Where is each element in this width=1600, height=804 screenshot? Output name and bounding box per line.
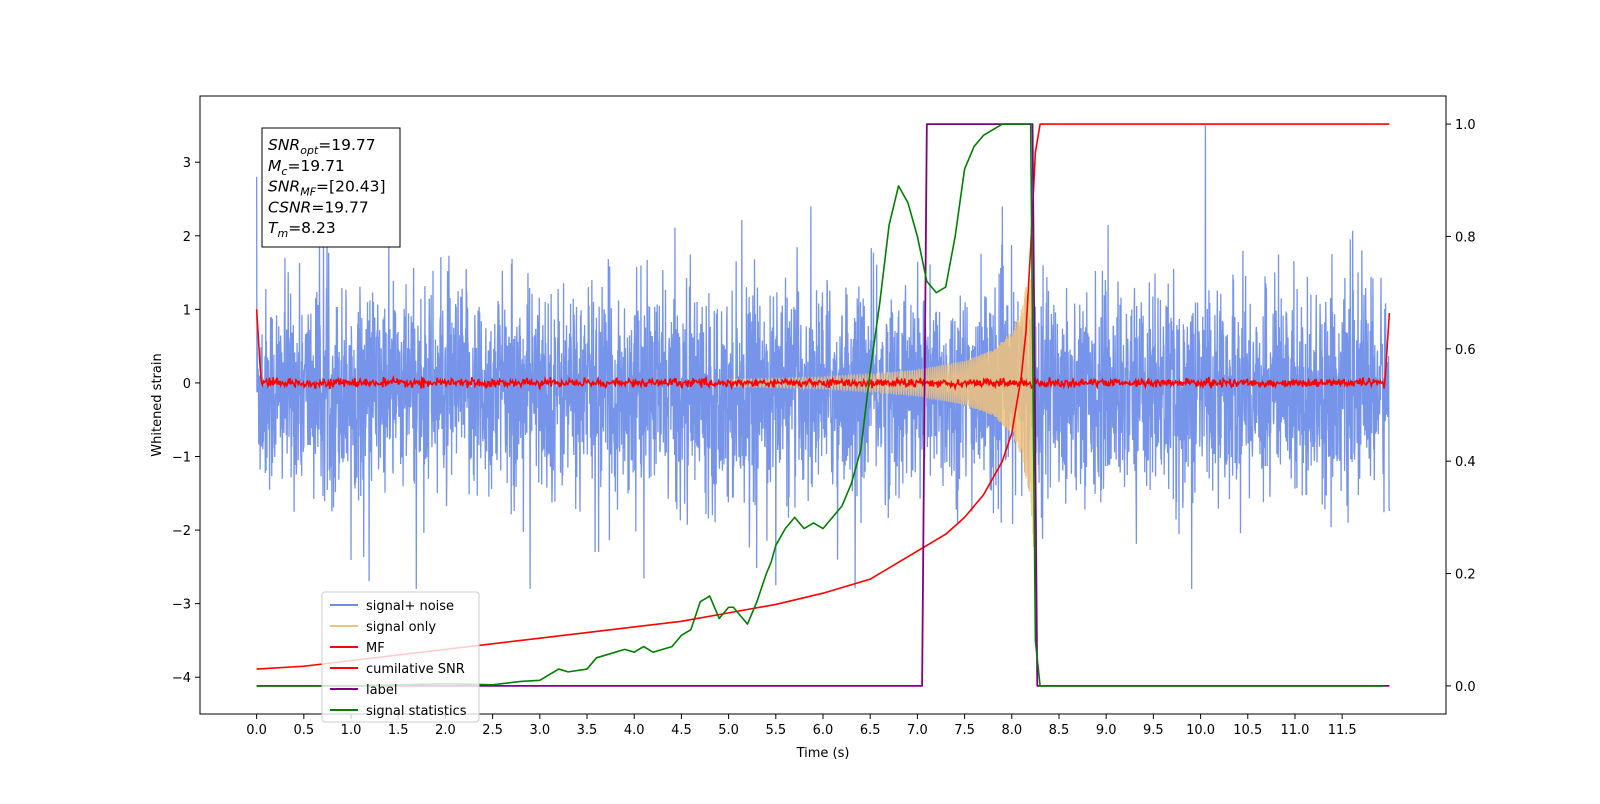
annotation-subscript: m (277, 227, 288, 240)
x-tick-label: 9.5 (1143, 723, 1164, 738)
y-axis-label: Whitened strain (150, 353, 165, 456)
x-tick-label: 10.5 (1233, 723, 1262, 738)
legend-label: signal statistics (366, 704, 467, 719)
y-right-tick-label: 1.0 (1455, 118, 1476, 133)
annotation-frame (261, 127, 401, 248)
y-left-tick-label: −2 (172, 524, 191, 539)
stats-annotation-box: SNRopt=19.77Mc=19.71SNRMF=[20.43]CSNR=19… (261, 127, 401, 248)
x-tick-label: 1.0 (341, 723, 362, 738)
annotation-line: Tm=8.23 (268, 219, 336, 240)
annotation-symbol: CSNR (268, 198, 311, 216)
x-tick-label: 8.0 (1001, 723, 1022, 738)
y-left-tick-label: 3 (183, 156, 191, 171)
x-tick-label: 1.5 (388, 723, 409, 738)
y-axis-right: 1.0 0.8 0.6 0.4 0.2 0.0 (1446, 118, 1476, 695)
y-right-tick-label: 0.2 (1455, 568, 1476, 583)
annotation-subscript: c (281, 165, 287, 178)
x-tick-label: 0.0 (246, 723, 267, 738)
y-left-tick-label: 2 (183, 230, 191, 245)
legend-label: cumilative SNR (366, 662, 465, 677)
x-tick-label: 6.0 (813, 723, 834, 738)
x-tick-label: 4.5 (671, 723, 692, 738)
annotation-subscript: MF (300, 186, 316, 199)
x-tick-label: 10.0 (1186, 723, 1215, 738)
x-tick-label: 7.5 (954, 723, 975, 738)
legend-label: signal+ noise (366, 599, 454, 614)
x-tick-label: 8.5 (1049, 723, 1070, 738)
series-signal-only (728, 235, 1035, 547)
annotation-value: =19.71 (287, 157, 344, 175)
annotation-line: SNRopt=19.77 (268, 136, 376, 157)
x-axis-label: Time (s) (796, 746, 850, 761)
annotation-line: CSNR=19.77 (268, 198, 369, 216)
annotation-value: =8.23 (288, 219, 336, 237)
x-tick-label: 3.0 (529, 723, 550, 738)
y-left-tick-label: 1 (183, 303, 191, 318)
y-left-tick-label: −4 (172, 671, 191, 686)
series-signal-plus-noise (255, 125, 1391, 589)
x-tick-label: 7.0 (907, 723, 928, 738)
x-tick-label: 2.0 (435, 723, 456, 738)
annotation-value: =19.77 (318, 136, 375, 154)
y-left-tick-label: 0 (183, 377, 191, 392)
legend: signal+ noise signal only MF cumilative SNR… (321, 591, 480, 723)
y-left-tick-label: −3 (172, 598, 191, 613)
y-right-tick-label: 0.6 (1455, 343, 1476, 358)
x-tick-label: 11.5 (1328, 723, 1357, 738)
legend-label: signal only (366, 620, 436, 635)
series-signal-statistics (256, 123, 1385, 687)
y-right-tick-label: 0.4 (1455, 455, 1476, 470)
x-tick-label: 4.0 (624, 723, 645, 738)
annotation-symbol: M (268, 157, 281, 175)
x-tick-label: 0.5 (293, 723, 314, 738)
y-left-tick-label: −1 (172, 451, 191, 466)
annotation-symbol: SNR (268, 136, 300, 154)
annotation-line: SNRMF=[20.43] (268, 178, 386, 199)
series-mf (255, 309, 1391, 392)
x-tick-label: 3.5 (577, 723, 598, 738)
x-tick-label: 5.5 (765, 723, 786, 738)
x-tick-label: 6.5 (860, 723, 881, 738)
annotation-value: =[20.43] (316, 178, 385, 196)
x-tick-label: 5.0 (718, 723, 739, 738)
annotation-subscript: opt (300, 144, 319, 157)
x-axis: 0.0 0.5 1.0 1.5 2.0 2.5 3.0 3.5 4.0 4.5 5.0 5.5 6.0 6… (246, 714, 1357, 738)
y-axis-left: 3 2 1 0 −1 −2 −3 −4 (172, 156, 200, 686)
annotation-line: Mc=19.71 (268, 157, 345, 178)
x-tick-label: 2.5 (482, 723, 503, 738)
legend-label: MF (366, 641, 385, 656)
y-right-tick-label: 0.0 (1455, 680, 1476, 695)
y-right-tick-label: 0.8 (1455, 230, 1476, 245)
annotation-symbol: SNR (268, 178, 300, 196)
annotation-value: =19.77 (311, 198, 368, 216)
x-tick-label: 9.0 (1096, 723, 1117, 738)
x-tick-label: 11.0 (1280, 723, 1309, 738)
legend-label: label (366, 683, 397, 698)
legend-frame (321, 591, 480, 723)
annotation-symbol: T (268, 219, 279, 237)
